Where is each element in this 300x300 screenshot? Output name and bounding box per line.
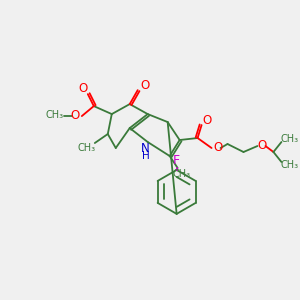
Text: N: N (141, 142, 150, 154)
Text: CH₃: CH₃ (172, 169, 191, 179)
Text: CH₃: CH₃ (280, 160, 298, 170)
Text: CH₃: CH₃ (78, 143, 96, 153)
Text: O: O (140, 79, 149, 92)
Text: O: O (78, 82, 88, 94)
Text: O: O (213, 140, 222, 154)
Text: CH₃: CH₃ (46, 110, 64, 120)
Text: O: O (202, 114, 211, 127)
Text: O: O (70, 109, 80, 122)
Text: CH₃: CH₃ (280, 134, 298, 144)
Text: F: F (173, 154, 180, 167)
Text: O: O (258, 139, 267, 152)
Text: H: H (142, 151, 150, 161)
